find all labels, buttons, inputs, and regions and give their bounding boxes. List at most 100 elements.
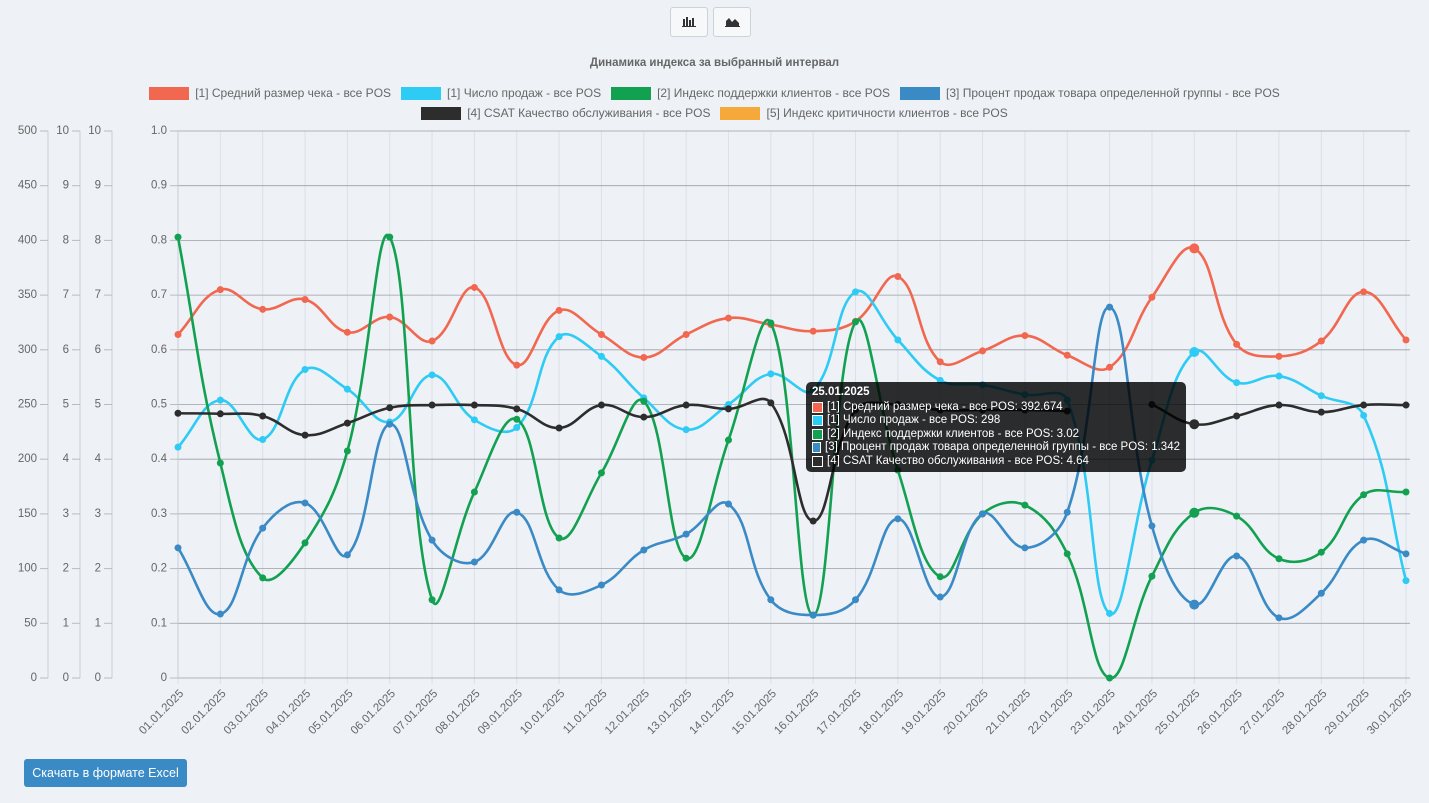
data-point [555,424,563,432]
data-point [1233,412,1241,420]
y-tick-label: 500 [18,125,37,137]
data-point [301,295,309,303]
x-tick-label: 28.01.2025 [1280,688,1329,737]
x-tick-label: 22.01.2025 [1026,688,1075,737]
data-point [301,365,309,373]
data-point [386,404,394,412]
y-tick-label: 0 [63,672,69,684]
data-point [767,596,775,604]
y-tick-label: 400 [18,234,37,246]
data-point [513,508,521,516]
bar-icon [682,17,696,27]
data-point [1189,599,1200,610]
x-tick-label: 07.01.2025 [391,688,440,737]
data-point [1360,401,1368,409]
tooltip-swatch [812,455,823,467]
tooltip-row: [4] CSAT Качество обслуживания - все POS… [812,455,1180,469]
x-tick-label: 16.01.2025 [772,688,821,737]
data-point [936,358,944,366]
x-tick-label: 12.01.2025 [603,688,652,737]
y-tick-label: 0.4 [151,453,168,465]
legend-swatch [611,86,652,100]
legend-label: [1] Средний размер чека - все POS [195,86,392,100]
legend-label: [4] CSAT Качество обслуживания - все POS [467,106,711,120]
y-tick-label: 0 [161,672,167,684]
legend-item: [3] Процент продаж товара определенной г… [900,86,1280,100]
tooltip-row: [1] Средний размер чека - все POS392.674 [812,401,1180,415]
y-tick-label: 200 [18,453,37,465]
x-tick-label: 02.01.2025 [179,688,228,737]
data-point [259,524,267,532]
y-tick-label: 6 [63,344,69,356]
y-tick-label: 350 [18,289,37,301]
data-point [1402,577,1410,585]
y-tick-label: 250 [18,399,37,411]
y-tick-label: 0.3 [151,508,167,520]
legend-swatch [421,106,462,120]
data-point [1189,243,1200,254]
data-point [640,397,648,405]
tooltip-value: 298 [981,414,1001,426]
y-tick-label: 0 [31,672,37,684]
legend-swatch [900,86,941,100]
data-point [1063,508,1071,516]
tooltip-series-name: [1] Средний размер чека - все POS [827,401,1021,413]
tooltip-text: [1] Число продаж - все POS298 [827,414,1000,428]
data-point [1360,536,1368,544]
x-tick-label: 18.01.2025 [857,688,906,737]
area-chart-button[interactable] [713,7,751,37]
data-point [216,610,224,618]
legend-item: [4] CSAT Качество обслуживания - все POS [421,106,710,120]
y-tick-label: 0 [95,672,101,684]
data-point [513,415,521,423]
data-point [682,401,690,409]
data-point [470,558,478,566]
tooltip-text: [2] Индекс поддержки клиентов - все POS3… [827,428,1079,442]
data-point [1275,352,1283,360]
data-point [682,426,690,434]
data-point [1402,336,1410,344]
data-point [597,469,605,477]
data-point [555,306,563,314]
data-point [301,539,309,547]
bar-chart-button[interactable] [670,7,708,37]
x-tick-label: 10.01.2025 [518,688,567,737]
chart-title: Динамика индекса за выбранный интервал [589,57,840,69]
legend-item: [2] Индекс поддержки клиентов - все POS [611,86,890,100]
data-point [1275,614,1283,622]
data-point [470,283,478,291]
data-point [428,596,436,604]
data-point [513,405,521,413]
data-point [386,233,394,241]
legend-swatch [720,106,761,120]
y-tick-label: 0.1 [151,617,167,629]
tooltip-series-name: [1] Число продаж - все POS [827,414,981,426]
data-point [1106,609,1114,617]
x-tick-label: 05.01.2025 [306,688,355,737]
data-point [174,443,182,451]
data-point [597,401,605,409]
x-tick-label: 14.01.2025 [688,688,737,737]
data-point [1189,346,1200,357]
x-tick-label: 23.01.2025 [1069,688,1118,737]
data-point [555,333,563,341]
data-point [174,330,182,338]
data-point [724,500,732,508]
data-point [1233,340,1241,348]
y-tick-label: 4 [63,453,70,465]
x-tick-label: 08.01.2025 [433,688,482,737]
data-point [1402,401,1410,409]
data-point [259,436,267,444]
data-point [1021,544,1029,552]
data-point [1063,351,1071,359]
download-button[interactable]: Скачать в формате Excel [24,759,187,787]
tooltip-text: [1] Средний размер чека - все POS392.674 [827,401,1063,415]
y-tick-label: 5 [63,399,69,411]
data-point [1317,408,1325,416]
data-point [174,409,182,417]
data-point [174,544,182,552]
data-point [894,515,902,523]
legend-label: [2] Индекс поддержки клиентов - все POS [657,86,891,100]
data-point [343,551,351,559]
